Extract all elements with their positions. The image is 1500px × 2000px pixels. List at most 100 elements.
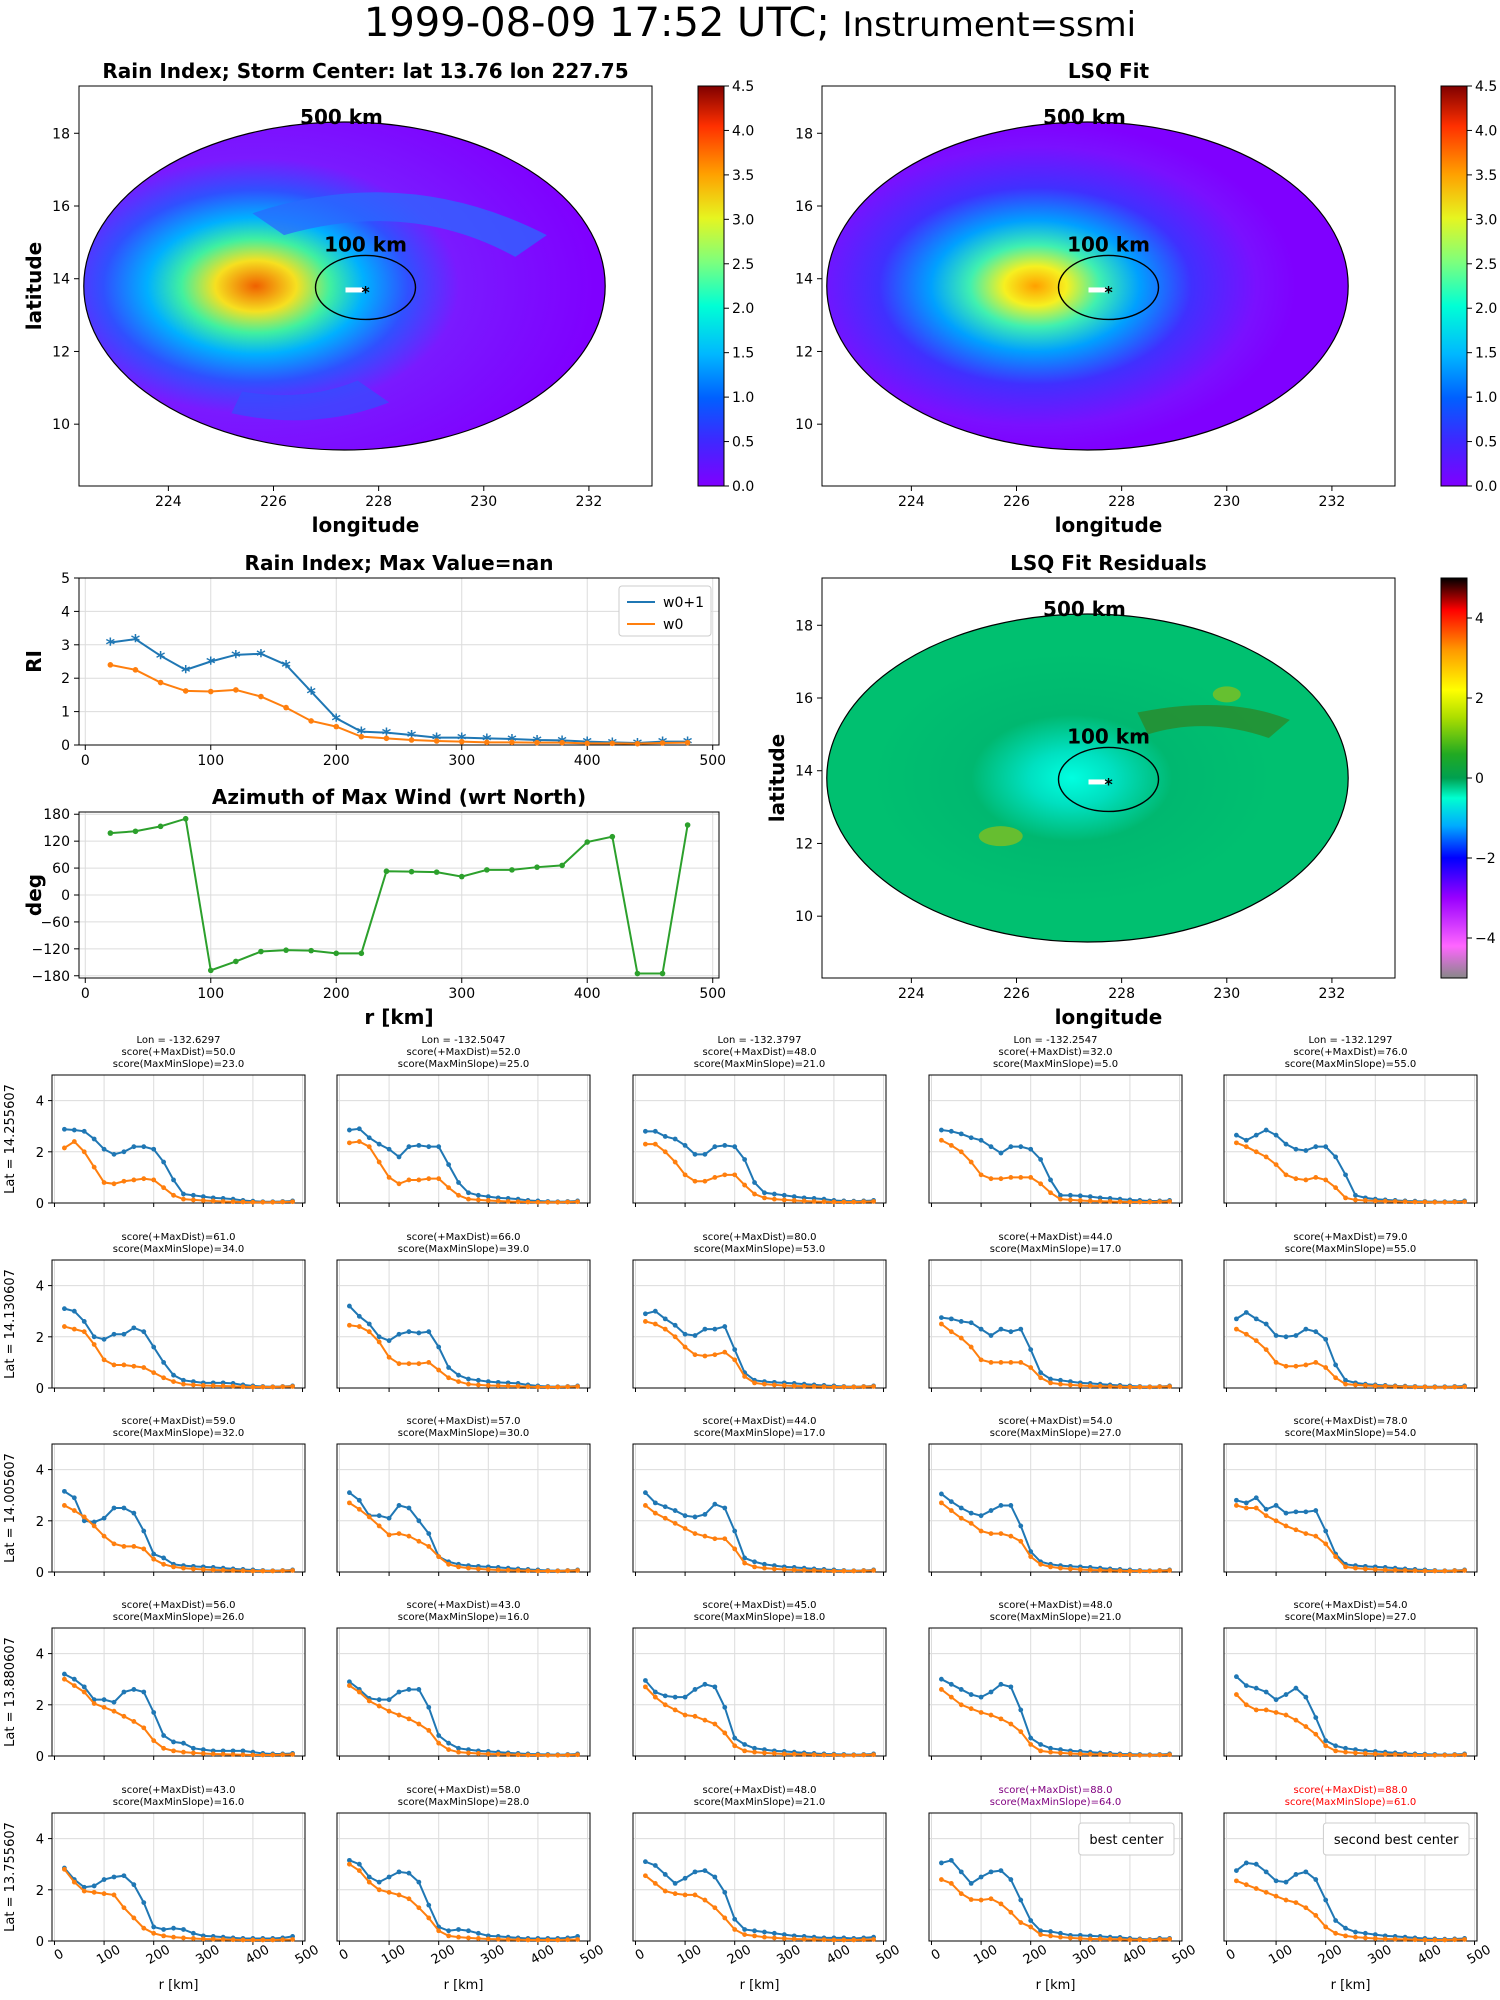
cell-point [722,1889,728,1895]
cell-point [821,1752,827,1758]
x-tick-label: 300 [775,1942,804,1967]
cell-point [1137,1199,1143,1205]
cell-point [1412,1199,1418,1205]
y-tick-label: 4 [36,1464,44,1479]
cell-point [978,1528,984,1534]
cell-point [1167,1199,1172,1204]
x-tick-label: 200 [1021,1942,1050,1967]
cell-point [1362,1751,1368,1756]
cell-point [861,1384,867,1390]
cell-point [1117,1752,1123,1758]
series-point [684,739,691,746]
series-point [383,868,390,875]
cell-point [356,1689,362,1695]
cell-point [1048,1177,1053,1183]
cell-point [565,1937,571,1943]
colorbar-tick-label: −2 [1475,851,1496,867]
cell-point [791,1751,797,1757]
cell-point [151,1556,157,1562]
cell-point [1283,1172,1289,1178]
cell-point [62,1324,67,1329]
cell-point [998,1326,1004,1332]
cell-point [210,1383,216,1389]
x-tick-label: 100 [379,1942,408,1967]
cell-point [1008,1533,1014,1539]
cell-point [366,1514,372,1520]
cell-point [171,1379,176,1384]
x-tick-label: 232 [576,494,603,510]
grid-cell: score(MaxMinSlope)=54.0score(+MaxDist)=7… [1223,1416,1478,1576]
cell-point [1273,1518,1279,1524]
cell-point [91,1342,97,1347]
cell-point [1048,1376,1053,1382]
cell-point [466,1565,471,1571]
cell-point [968,1159,974,1165]
cell-point [1412,1752,1418,1758]
cell-point [270,1199,276,1205]
cell-point [1303,1177,1309,1183]
grid-cell: score(MaxMinSlope)=18.0score(+MaxDist)=4… [632,1600,887,1760]
cell-point [643,1684,648,1690]
cell-point [841,1384,847,1390]
cell-point [841,1937,847,1943]
ring-label-500km: 500 km [1043,105,1126,129]
cell-point [1362,1566,1368,1572]
cell-point [1293,1146,1299,1152]
score-maxdist: score(+MaxDist)=32.0 [999,1047,1113,1058]
cell-point [1067,1382,1073,1388]
cell-frame [928,1443,1183,1573]
figure-title-time: 1999-08-09 17:52 UTC; [363,0,830,46]
cell-point [1253,1316,1259,1322]
y-tick-label: 3 [61,638,70,654]
cell-point [1273,1710,1279,1715]
cell-point [1234,1316,1239,1322]
x-tick-label: 232 [1319,986,1346,1002]
cell-point [505,1199,511,1204]
x-tick-label: 228 [1108,494,1135,510]
cell-point [1362,1935,1368,1941]
series-point [132,828,139,835]
cell-point [1273,1162,1279,1167]
cell-point [535,1752,541,1758]
cell-point [141,1365,147,1370]
cell-point [1343,1172,1348,1178]
residual-patch [978,826,1023,847]
cell-point [475,1192,481,1198]
cell-point [1263,1154,1269,1160]
cell-point [386,1515,392,1521]
cell-point [682,1344,688,1350]
cell-point [141,1176,147,1182]
cell-point [1353,1197,1358,1203]
cell-point [1362,1383,1368,1388]
cell-point [1382,1936,1388,1942]
cell-line-w0p1 [644,1679,874,1756]
cell-point [1253,1861,1259,1867]
ring-100km [1057,746,1160,813]
score-slope: score(MaxMinSlope)=26.0 [113,1612,244,1623]
cell-point [151,1344,157,1350]
col-lon-label: Lon = -132.5047 [422,1035,506,1046]
x-tick-label: 500 [293,1942,322,1967]
cell-point [1372,1567,1378,1572]
cell-line-w0 [644,1874,874,1941]
y-tick-label: −180 [32,969,70,985]
cell-point [652,1863,658,1868]
y-tick-label: 2 [36,1515,44,1530]
cell-point [662,1134,668,1139]
score-maxdist: score(+MaxDist)=57.0 [407,1416,521,1427]
cell-point [456,1745,461,1751]
cell-point [672,1159,678,1165]
series-point [484,867,490,873]
cell-point [1313,1533,1319,1539]
cell-point [1452,1199,1458,1205]
cell-point [672,1881,678,1886]
cell-point [978,1513,984,1519]
cell-point [1048,1749,1053,1755]
cell-point [1127,1199,1133,1205]
cell-point [752,1180,757,1185]
cell-point [1273,1333,1279,1338]
cell-point [939,1877,944,1882]
cell-point [1253,1338,1259,1344]
cell-point [485,1194,491,1199]
cell-point [396,1181,402,1187]
